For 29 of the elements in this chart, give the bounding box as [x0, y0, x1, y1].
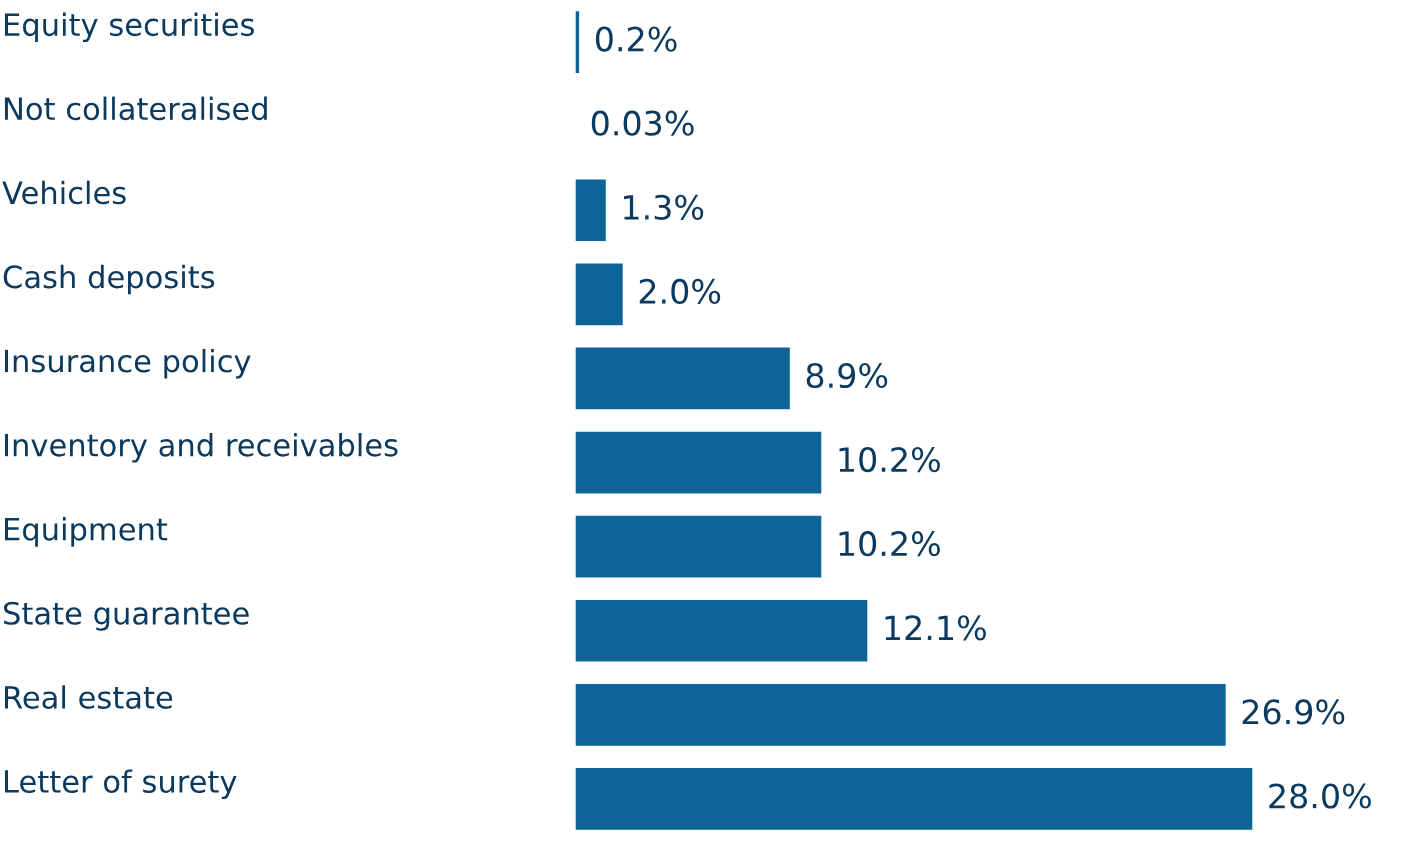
y-tick-label: Cash deposits [3, 264, 215, 295]
bar [575, 514, 823, 579]
data-label: 26.9% [1242, 699, 1345, 725]
bar [575, 766, 1253, 832]
y-tick-label: Equity securities [5, 12, 254, 43]
y-tick-label: Letter of surety [5, 769, 237, 799]
data-label: 28.0% [1269, 783, 1371, 809]
y-tick-label: State guarantee [4, 601, 249, 631]
data-label: 10.2% [839, 447, 940, 473]
data-label: 10.2% [839, 531, 940, 557]
y-tick-label: Insurance policy [5, 348, 251, 379]
bar [575, 430, 823, 495]
bar [575, 346, 792, 411]
y-tick-label: Real estate [5, 685, 173, 709]
y-tick-label: Inventory and receivables [5, 432, 398, 463]
data-label: 12.1% [885, 615, 986, 641]
y-tick-label: Vehicles [2, 180, 126, 205]
y-tick-label: Not collateralised [5, 96, 267, 121]
bar [575, 178, 608, 243]
bar [575, 682, 1228, 748]
data-label: 0.2% [595, 26, 677, 52]
bar [575, 9, 581, 75]
data-label: 2.0% [639, 278, 721, 305]
data-label: 8.9% [806, 362, 888, 389]
data-label: 0.03% [591, 110, 694, 136]
y-tick-label: Equipment [5, 517, 168, 547]
data-label: 1.3% [624, 194, 704, 220]
bar [575, 262, 625, 327]
bar [575, 598, 869, 663]
